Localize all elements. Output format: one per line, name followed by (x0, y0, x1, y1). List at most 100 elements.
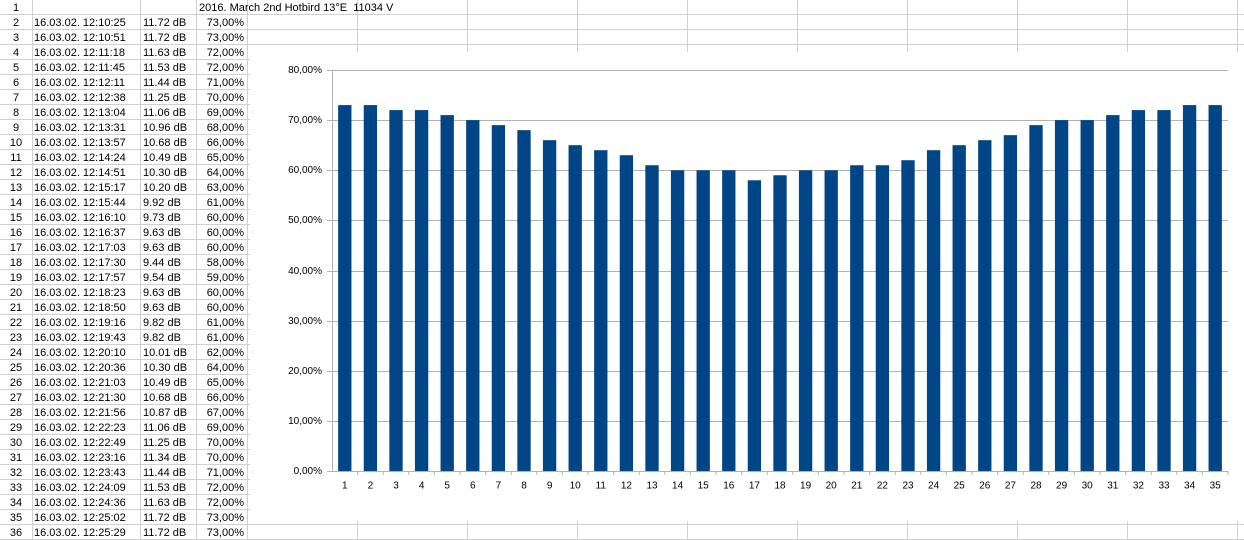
x-tick-label: 25 (954, 481, 966, 492)
bar (952, 145, 966, 471)
cell: 16.03.02. 12:21:30 (34, 392, 126, 404)
x-tick-label: 27 (1005, 481, 1017, 492)
bar (338, 105, 352, 472)
cell: 69,00% (207, 107, 245, 119)
row-header: 13 (10, 182, 22, 194)
cell: 16.03.02. 12:18:50 (34, 302, 126, 314)
bar (875, 165, 890, 472)
x-tick-label: 34 (1184, 481, 1196, 492)
bar (619, 155, 634, 471)
bar (466, 120, 480, 471)
cell: 66,00% (207, 392, 245, 404)
row-header: 3 (13, 32, 19, 44)
row-header: 33 (10, 482, 22, 494)
cell: 16.03.02. 12:19:43 (34, 332, 126, 344)
bar (850, 165, 864, 472)
x-tick-label: 28 (1030, 481, 1042, 492)
row-header: 5 (13, 62, 19, 74)
cell: 70,00% (207, 92, 245, 104)
cell: 16.03.02. 12:24:09 (34, 482, 126, 494)
cell: 73,00% (207, 512, 245, 524)
cell: 70,00% (207, 452, 245, 464)
bar (1182, 105, 1197, 472)
bar (389, 110, 403, 471)
cell: 16.03.02. 12:18:23 (34, 287, 126, 299)
bar (1208, 105, 1222, 472)
bar (491, 125, 506, 471)
x-tick-label: 15 (698, 481, 710, 492)
cell: 16.03.02. 12:11:45 (34, 62, 125, 74)
cell: 71,00% (207, 467, 245, 479)
cell: 16.03.02. 12:21:56 (34, 407, 126, 419)
row-header: 31 (10, 452, 22, 464)
x-tick-label: 20 (826, 481, 838, 492)
x-tick-label: 14 (672, 481, 684, 492)
row-header: 9 (13, 122, 19, 134)
cell: 16.03.02. 12:13:04 (34, 107, 126, 119)
bar (926, 150, 941, 471)
cell: 11.53 dB (143, 482, 186, 494)
row-header: 15 (10, 212, 22, 224)
cell: 64,00% (207, 167, 245, 179)
cell: 11.63 dB (143, 47, 186, 59)
x-tick-label: 23 (902, 481, 914, 492)
cell: 11.63 dB (143, 497, 186, 509)
bar (722, 170, 736, 471)
x-tick-label: 1 (342, 481, 348, 492)
bar (542, 140, 557, 472)
cell: 16.03.02. 12:23:16 (34, 452, 126, 464)
cell: 11.44 dB (143, 467, 186, 479)
x-tick-label: 21 (851, 481, 863, 492)
row-header: 16 (10, 227, 22, 239)
cell: 11.72 dB (143, 512, 186, 524)
cell: 60,00% (207, 287, 245, 299)
cell: 16.03.02. 12:16:10 (34, 212, 126, 224)
bar (1131, 110, 1146, 471)
cell: 11.53 dB (143, 62, 186, 74)
cell: 70,00% (207, 437, 245, 449)
cell: 62,00% (207, 347, 245, 359)
cell: 16.03.02. 12:14:51 (34, 167, 126, 179)
cell: 10.96 dB (143, 122, 187, 134)
x-tick-label: 5 (444, 481, 450, 492)
bar (363, 105, 378, 472)
bar (517, 130, 531, 471)
row-header: 34 (10, 497, 22, 509)
cell: 68,00% (207, 122, 245, 134)
row-header: 22 (10, 317, 22, 329)
cell: 69,00% (207, 422, 245, 434)
x-tick-label: 4 (419, 481, 425, 492)
cell: 16.03.02. 12:19:16 (34, 317, 126, 329)
x-tick-label: 3 (393, 481, 399, 492)
x-tick-label: 33 (1158, 481, 1170, 492)
row-header: 27 (10, 392, 22, 404)
row-header: 29 (10, 422, 22, 434)
cell: 16.03.02. 12:16:37 (34, 227, 126, 239)
cell: 9.73 dB (143, 212, 181, 224)
cell: 72,00% (207, 482, 245, 494)
row-header: 4 (13, 47, 19, 59)
cell: 9.82 dB (143, 332, 181, 344)
cell: 16.03.02. 12:20:10 (34, 347, 126, 359)
cell: 16.03.02. 12:22:23 (34, 422, 126, 434)
cell: 16.03.02. 12:12:38 (34, 92, 126, 104)
y-tick-label: 0,00% (294, 466, 322, 477)
x-tick-label: 2 (368, 481, 374, 492)
cell: 16.03.02. 12:20:36 (34, 362, 126, 374)
row-header: 23 (10, 332, 22, 344)
y-tick-label: 60,00% (288, 165, 322, 176)
row-header: 2 (13, 17, 19, 29)
cell: 9.63 dB (143, 227, 181, 239)
x-tick-label: 31 (1107, 481, 1119, 492)
cell: 58,00% (207, 257, 245, 269)
cell: 9.63 dB (143, 242, 181, 254)
bar (568, 145, 582, 471)
y-tick-label: 30,00% (288, 316, 322, 327)
cell: 10.87 dB (143, 407, 187, 419)
cell: 16.03.02. 12:17:30 (34, 257, 126, 269)
cell: 9.63 dB (143, 302, 181, 314)
row-header: 11 (10, 152, 21, 164)
cell: 72,00% (207, 47, 245, 59)
y-tick-label: 20,00% (288, 366, 322, 377)
